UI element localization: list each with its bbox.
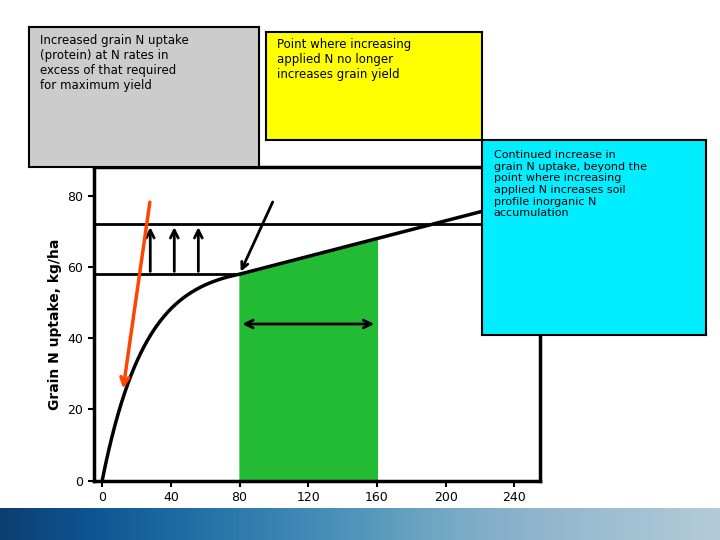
X-axis label: Annual Nitrogen Fertilizer Rate, kg/ha: Annual Nitrogen Fertilizer Rate, kg/ha (168, 510, 466, 524)
Text: Continued increase in
grain N uptake, beyond the
point where increasing
applied : Continued increase in grain N uptake, be… (494, 150, 647, 218)
Text: Point where increasing
applied N no longer
increases grain yield: Point where increasing applied N no long… (277, 38, 411, 81)
Text: Increased grain N uptake
(protein) at N rates in
excess of that required
for max: Increased grain N uptake (protein) at N … (40, 34, 189, 92)
Y-axis label: Grain N uptake, kg/ha: Grain N uptake, kg/ha (48, 238, 62, 410)
